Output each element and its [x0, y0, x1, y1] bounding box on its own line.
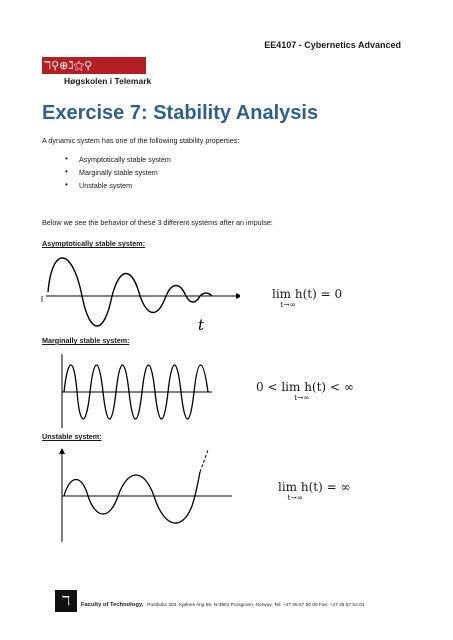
formula-subscript: t→∞ [280, 300, 296, 309]
decaying-response-curve [47, 257, 213, 327]
footer-faculty: Faculty of Technology, [81, 602, 144, 608]
axis-arrow [236, 293, 240, 299]
page-title: Exercise 7: Stability Analysis [42, 102, 319, 124]
behavior-text: Below we see the behavior of these 3 dif… [42, 218, 273, 227]
list-item: Asymptotically stable system [65, 154, 171, 168]
intro-text: A dynamic system has one of the followin… [42, 136, 240, 145]
marginal-impulse-plot [61, 354, 212, 428]
logo-glyphs: ℸ⚲⊕ℷ⚝⚲ [44, 59, 93, 72]
section-heading-marginal: Marginally stable system: [42, 336, 130, 345]
sustained-oscillation-curve [63, 364, 209, 420]
divergence-dashed-line [199, 449, 209, 473]
t-axis-label: t [198, 316, 205, 330]
formula-text: lim h(t) = 0 [272, 287, 343, 301]
formula-marginal: 0 < lim h(t) < ∞ t→∞ [256, 380, 354, 402]
formula-unstable: lim h(t) = ∞ t→∞ [278, 480, 350, 502]
page-footer: ℸ Faculty of Technology, Postboks 203, K… [55, 590, 364, 612]
list-item: Unstable system [65, 180, 171, 194]
formula-subscript: t→∞ [287, 493, 303, 502]
course-header: EE4107 - Cybernetics Advanced [264, 40, 401, 50]
unstable-impulse-plot [59, 448, 232, 542]
footer-address: Postboks 203, Kjølnes ring 56, N-3901 Po… [147, 602, 365, 608]
asymptotic-impulse-plot: t [41, 257, 240, 330]
school-logo: ℸ⚲⊕ℷ⚝⚲ Høgskolen i Telemark [42, 57, 151, 86]
section-heading-asymptotic: Asymptotically stable system: [42, 239, 146, 248]
logo-band: ℸ⚲⊕ℷ⚝⚲ [42, 57, 146, 74]
stability-list: Asymptotically stable system Marginally … [65, 154, 171, 194]
faculty-logo-icon: ℸ [55, 590, 77, 612]
formula-asymptotic: lim h(t) = 0 t→∞ [272, 287, 342, 309]
growing-response-curve [63, 471, 201, 524]
axis-arrow [59, 448, 65, 454]
formula-subscript: t→∞ [294, 393, 310, 402]
formula-text: lim h(t) = ∞ [278, 480, 351, 494]
list-item: Marginally stable system [65, 167, 171, 181]
formula-text: 0 < lim h(t) < ∞ [256, 380, 354, 394]
section-heading-unstable: Unstable system: [42, 432, 102, 441]
school-name: Høgskolen i Telemark [64, 76, 152, 86]
